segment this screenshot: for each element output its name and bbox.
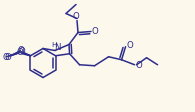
Text: O: O <box>2 53 9 62</box>
Text: O: O <box>16 48 23 57</box>
Text: O: O <box>17 46 24 55</box>
Text: O: O <box>135 61 142 70</box>
Text: O: O <box>92 27 98 36</box>
Text: O: O <box>126 41 133 50</box>
Text: O: O <box>4 53 11 62</box>
Text: N: N <box>54 43 61 52</box>
Text: O: O <box>18 47 25 56</box>
Text: H: H <box>51 42 57 47</box>
Text: O: O <box>73 12 79 21</box>
